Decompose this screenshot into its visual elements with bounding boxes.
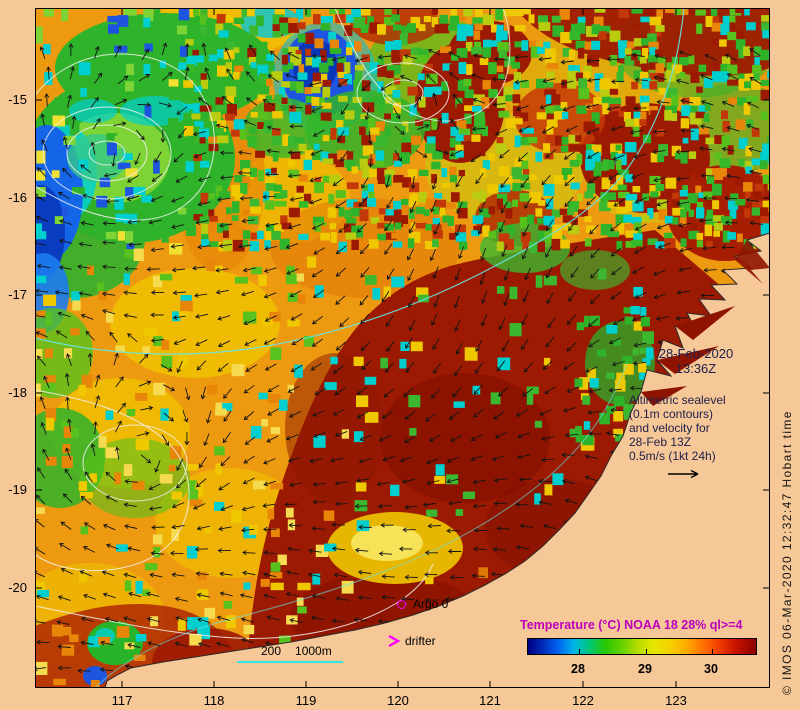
velocity-scale-arrow-icon	[668, 469, 699, 479]
altimetry-note-line: and velocity for	[629, 421, 710, 435]
x-axis-tick-label: 118	[203, 693, 225, 708]
coastal-inlet	[657, 346, 719, 374]
x-axis-tick-label: 122	[572, 693, 594, 708]
x-axis-tick-label: 123	[665, 693, 687, 708]
argo-circle-icon	[397, 599, 406, 609]
x-axis-tick-label: 120	[387, 693, 409, 708]
drifter-label: drifter	[405, 634, 436, 648]
legend-title: Temperature (°C) NOAA 18 28% ql>=4	[520, 618, 743, 632]
temperature-colorbar	[527, 638, 757, 655]
altimetry-note-line: (0.1m contours)	[629, 407, 714, 421]
x-axis-tick-label: 121	[479, 693, 501, 708]
altimetry-note-line: 0.5m/s (1kt 24h)	[629, 449, 716, 463]
coastal-inlet	[641, 386, 687, 406]
copyright-vertical-text: © IMOS 06-Mar-2020 12:32:47 Hobart time	[780, 410, 794, 695]
annotation-block: 28-Feb-2020 13:36Z Altimetric sealevel (…	[620, 346, 772, 480]
coastal-inlet	[735, 240, 770, 284]
current-velocity-arrow-layer	[35, 42, 764, 676]
isobath-depth-label: 200 1000m	[261, 644, 332, 658]
map-frame	[35, 8, 770, 688]
y-axis-tick-label: -16	[8, 190, 27, 205]
colorbar-tick	[712, 649, 713, 654]
argo-float-marker: Argo 0	[397, 597, 448, 611]
coastline	[104, 232, 770, 688]
y-axis-tick-label: -19	[8, 482, 27, 497]
isobath-depth-200: 200	[261, 644, 282, 658]
y-axis-tick-label: -15	[8, 92, 27, 107]
altimetry-note-line: Altimetric sealevel	[629, 393, 726, 407]
y-axis-tick-label: -18	[8, 385, 27, 400]
colorbar-tick-label: 28	[571, 662, 585, 676]
colorbar-tick-label: 30	[704, 662, 718, 676]
y-axis-tick-label: -20	[8, 580, 27, 595]
sealevel-contour-layer	[35, 8, 511, 639]
drifter-arrow-icon	[388, 634, 400, 648]
altimetry-note-line: 28-Feb 13Z	[629, 435, 692, 449]
timestamp-date: 28-Feb-2020	[658, 346, 734, 361]
colorbar-tick-label: 29	[638, 662, 652, 676]
axis-tick-marks	[35, 8, 770, 688]
map-canvas	[35, 8, 770, 688]
x-axis-tick-label: 117	[111, 693, 133, 708]
sst-noise-speckle-layer	[35, 8, 770, 688]
isobath-line-sample	[237, 661, 343, 663]
timestamp-time: 13:36Z	[675, 361, 717, 376]
colorbar-tick	[579, 649, 580, 654]
isobath-contour-layer	[35, 8, 685, 688]
colorbar-tick	[646, 649, 647, 654]
temperature-legend: Temperature (°C) NOAA 18 28% ql>=4 28 29…	[520, 618, 770, 680]
land-layer	[104, 232, 770, 688]
argo-label: Argo 0	[413, 597, 449, 611]
drifter-marker: drifter	[387, 634, 436, 648]
coastal-inlet	[675, 306, 735, 340]
y-axis-tick-label: -17	[8, 287, 27, 302]
isobath-depth-1000: 1000m	[295, 644, 332, 658]
x-axis-tick-label: 119	[295, 693, 317, 708]
